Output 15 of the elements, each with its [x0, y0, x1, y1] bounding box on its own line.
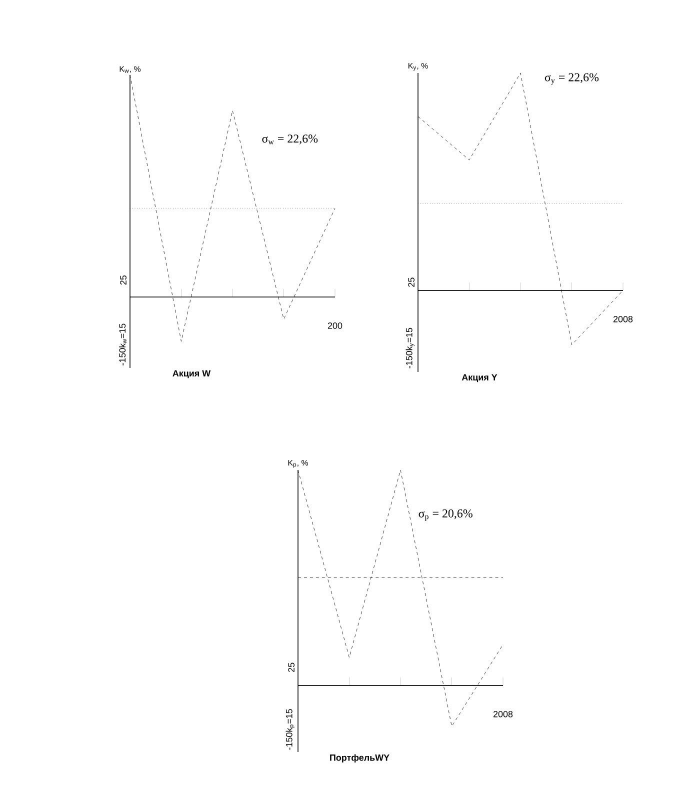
x-axis-title: ПортфельWY	[330, 754, 390, 763]
text: 25	[120, 275, 126, 285]
text: 25	[288, 662, 294, 672]
x-axis-title: Акция Y	[462, 374, 498, 382]
x-axis-title: Акция W	[172, 370, 211, 378]
text: -150k$_{p}$=15	[286, 709, 294, 750]
text: 25	[408, 278, 414, 287]
annotation: 200	[328, 322, 342, 329]
annotation: 2008	[493, 710, 513, 718]
text: -150k$_{y}$=15	[406, 328, 414, 368]
text: -150k$_{w}$=15	[118, 324, 126, 366]
annotation: σ$_{y}$ = 22,6%	[544, 73, 599, 85]
annotation: σ$_{p}$ = 20,6%	[418, 509, 472, 521]
annotation: 2008	[613, 316, 633, 322]
annotation: σ$_{w}$ = 22,6%	[262, 134, 318, 144]
